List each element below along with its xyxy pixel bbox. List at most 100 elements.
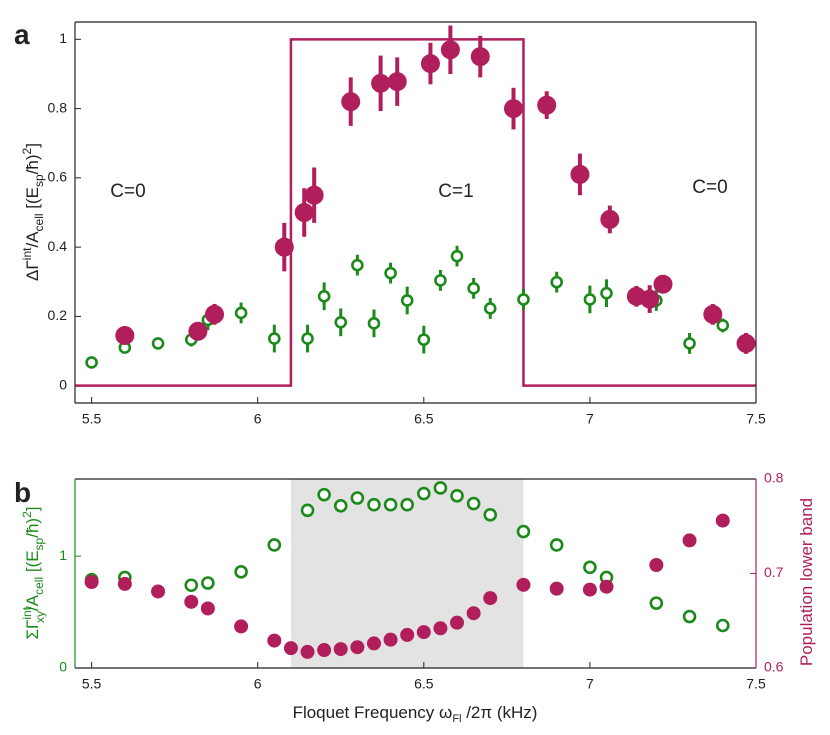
label-part: [(E: [23, 187, 42, 213]
label-part: cell: [32, 577, 46, 595]
filled-marker: [400, 627, 415, 642]
open-marker: [351, 258, 364, 272]
label-part: xy: [33, 611, 47, 623]
filled-marker: [267, 633, 282, 648]
y-tick-label: 0: [59, 376, 67, 392]
open-marker: [333, 499, 348, 513]
open-marker: [483, 507, 498, 522]
panel-label: a: [14, 19, 30, 50]
open-marker: [467, 282, 480, 295]
filled-marker: [300, 644, 315, 659]
open-marker: [384, 266, 397, 280]
y-tick-label: 1: [59, 547, 67, 563]
y-tick-label: 0.2: [48, 307, 68, 323]
filled-marker: [294, 203, 314, 222]
filled-marker: [640, 289, 660, 309]
filled-marker: [200, 601, 215, 616]
open-marker: [383, 497, 398, 512]
label-part: ΔΓ: [23, 260, 42, 281]
filled-marker: [703, 304, 723, 324]
filled-marker: [117, 576, 132, 591]
filled-marker: [234, 619, 249, 634]
filled-marker: [387, 72, 407, 92]
filled-marker: [549, 581, 564, 596]
x-tick-label: 7: [586, 676, 594, 692]
open-marker: [367, 317, 381, 330]
open-marker: [649, 596, 664, 610]
x-tick-label: 5.5: [82, 411, 102, 427]
filled-marker: [341, 92, 361, 112]
x-tick-label: 6.5: [414, 676, 434, 692]
filled-marker: [483, 591, 498, 606]
filled-marker: [416, 625, 431, 640]
filled-marker: [371, 73, 391, 93]
label-part: /A: [23, 594, 42, 611]
label-part: sp: [32, 174, 46, 187]
open-marker: [268, 332, 281, 345]
filled-marker: [736, 333, 756, 353]
filled-marker: [466, 606, 481, 621]
open-marker: [466, 496, 481, 511]
label-part: /2π (kHz): [461, 703, 537, 722]
open-marker: [417, 333, 431, 346]
open-marker: [201, 576, 215, 590]
label-part: ΣΓ: [23, 620, 42, 640]
filled-marker: [600, 209, 620, 229]
filled-marker: [537, 95, 557, 115]
open-marker: [367, 497, 381, 512]
filled-marker: [350, 640, 365, 655]
label-part: int: [20, 606, 34, 619]
open-marker: [450, 488, 464, 503]
open-marker: [151, 337, 165, 350]
label-part: /ħ): [23, 154, 42, 174]
open-marker: [184, 578, 199, 593]
open-marker: [434, 274, 447, 287]
open-marker: [433, 481, 448, 495]
filled-marker: [304, 185, 324, 205]
filled-marker: [450, 615, 465, 630]
open-marker: [715, 618, 730, 633]
open-marker: [683, 337, 696, 350]
open-marker: [267, 538, 282, 552]
filled-marker: [599, 579, 614, 594]
y-tick-label: 0.4: [48, 238, 68, 254]
filled-marker: [274, 237, 294, 257]
open-marker: [583, 560, 597, 575]
label-part: cell: [32, 213, 46, 231]
annotation: C=0: [692, 177, 727, 198]
filled-marker: [649, 557, 664, 572]
y2-tick-label: 0.6: [764, 659, 784, 675]
label-part: sp: [32, 537, 46, 550]
y-tick-label: 0.6: [48, 169, 68, 185]
x-tick-label: 5.5: [82, 676, 102, 692]
filled-marker: [516, 577, 531, 592]
open-marker: [600, 286, 613, 300]
filled-marker: [715, 513, 730, 528]
filled-marker: [333, 642, 348, 657]
label-part: /A: [23, 231, 42, 248]
filled-marker: [366, 636, 381, 651]
x-axis-label: Floquet Frequency ωFl /2π (kHz): [293, 703, 538, 725]
filled-marker: [205, 304, 225, 324]
label-part: 2: [20, 511, 34, 518]
open-marker: [85, 356, 98, 369]
open-marker: [549, 538, 564, 552]
y2-tick-label: 0.7: [764, 564, 784, 580]
open-marker: [417, 486, 431, 501]
open-marker: [334, 315, 348, 329]
filled-marker: [84, 575, 99, 590]
x-tick-label: 6: [254, 411, 262, 427]
panel-label: b: [14, 477, 31, 508]
y2-axis-label: Population lower band: [797, 498, 816, 666]
open-marker: [301, 332, 314, 345]
open-marker: [516, 524, 531, 539]
filled-marker: [317, 643, 332, 658]
y-tick-label: 0.8: [48, 99, 68, 115]
open-marker: [400, 294, 414, 307]
open-marker: [350, 491, 365, 505]
filled-marker: [682, 533, 697, 548]
annotation: C=1: [438, 181, 473, 202]
filled-marker: [653, 274, 673, 294]
annotation: C=0: [110, 181, 145, 202]
